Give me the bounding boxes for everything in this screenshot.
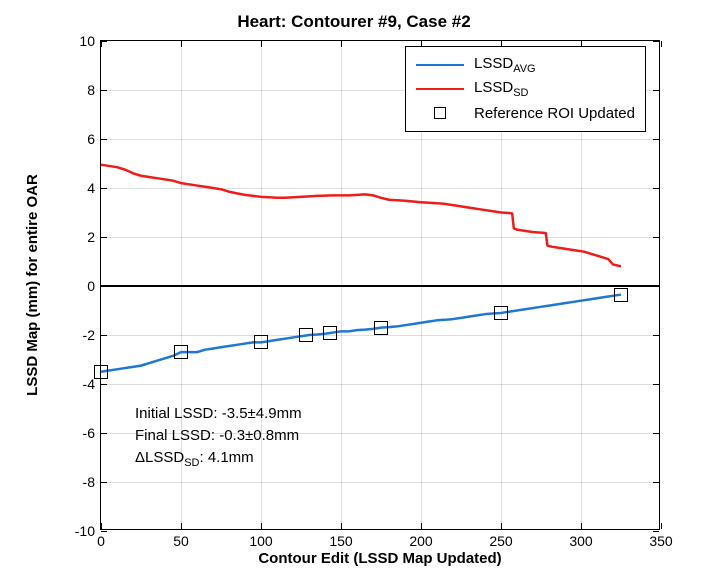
ytick-label: 2	[87, 229, 95, 245]
ytick-label: -8	[83, 474, 95, 490]
ytick-mark	[653, 531, 659, 532]
legend-row: LSSDAVG	[416, 53, 635, 77]
ytick-label: 10	[79, 33, 95, 49]
xtick-mark	[661, 41, 662, 47]
ytick-label: -6	[83, 425, 95, 441]
reference-roi-marker	[494, 306, 508, 320]
legend-line-icon	[416, 64, 464, 66]
ytick-label: 8	[87, 82, 95, 98]
legend-row: Reference ROI Updated	[416, 101, 635, 125]
ytick-label: -10	[75, 523, 95, 539]
xtick-label: 50	[173, 533, 189, 549]
legend-swatch	[416, 77, 464, 101]
xtick-label: 200	[409, 533, 432, 549]
figure: Heart: Contourer #9, Case #2 LSSD Map (m…	[0, 0, 708, 583]
legend-square-icon	[434, 107, 446, 119]
reference-roi-marker	[94, 365, 108, 379]
x-axis-label: Contour Edit (LSSD Map Updated)	[100, 550, 660, 567]
series-lssd-sd	[101, 165, 621, 267]
ytick-label: 4	[87, 180, 95, 196]
xtick-label: 350	[649, 533, 672, 549]
legend: LSSDAVG LSSDSD Reference ROI Updated	[405, 46, 646, 132]
reference-roi-marker	[323, 326, 337, 340]
annotation-text: Initial LSSD: -3.5±4.9mm	[135, 405, 302, 422]
series-lssd-avg	[101, 295, 621, 372]
legend-line-icon	[416, 88, 464, 90]
xtick-mark	[661, 523, 662, 529]
reference-roi-marker	[174, 345, 188, 359]
ytick-label: -2	[83, 327, 95, 343]
reference-roi-marker	[254, 335, 268, 349]
xtick-label: 0	[97, 533, 105, 549]
reference-roi-marker	[614, 288, 628, 302]
legend-label: LSSDSD	[474, 79, 528, 99]
annotation-text: ΔLSSDSD: 4.1mm	[135, 449, 254, 469]
legend-row: LSSDSD	[416, 77, 635, 101]
ytick-label: 6	[87, 131, 95, 147]
legend-label: LSSDAVG	[474, 55, 536, 75]
annotation-text: Final LSSD: -0.3±0.8mm	[135, 427, 299, 444]
reference-roi-marker	[299, 328, 313, 342]
y-axis-label: LSSD Map (mm) for entire OAR	[24, 40, 44, 530]
reference-roi-marker	[374, 321, 388, 335]
xtick-label: 300	[569, 533, 592, 549]
legend-swatch	[416, 53, 464, 77]
xtick-label: 250	[489, 533, 512, 549]
chart-title: Heart: Contourer #9, Case #2	[0, 12, 708, 32]
legend-label: Reference ROI Updated	[474, 105, 635, 122]
legend-swatch	[416, 101, 464, 125]
xtick-label: 150	[329, 533, 352, 549]
xtick-label: 100	[249, 533, 272, 549]
ytick-label: 0	[87, 278, 95, 294]
ytick-mark	[101, 531, 107, 532]
